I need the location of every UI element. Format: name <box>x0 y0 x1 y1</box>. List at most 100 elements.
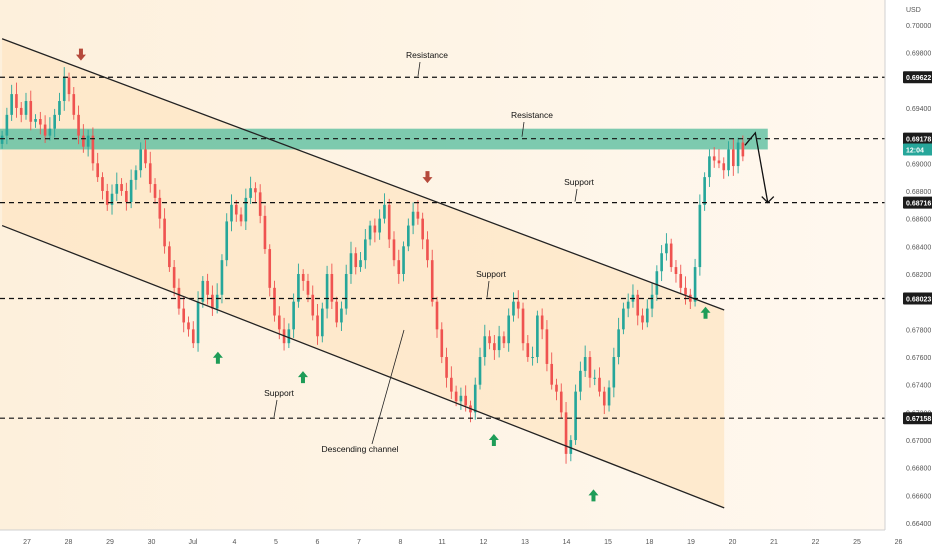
candle <box>502 336 506 344</box>
descending-channel-area <box>2 38 725 508</box>
candle <box>459 395 463 402</box>
zone-price-tag <box>903 132 932 145</box>
x-tick-label: 7 <box>357 539 361 546</box>
x-tick-label: 11 <box>438 539 445 546</box>
candle <box>110 193 114 205</box>
candle <box>488 336 491 344</box>
candle <box>392 239 396 261</box>
x-tick-label: 13 <box>521 539 529 546</box>
y-tick-label: 0.67800 <box>906 327 931 334</box>
candle <box>440 329 444 358</box>
x-tick-label: 15 <box>604 539 612 546</box>
channel-lower-line <box>1 224 725 509</box>
candle <box>168 246 171 268</box>
candle <box>19 107 23 115</box>
x-tick-label: 12 <box>480 539 488 546</box>
candle <box>512 301 515 316</box>
x-tick-label: 29 <box>106 539 114 546</box>
candle <box>187 322 190 330</box>
candle <box>626 301 630 309</box>
candle <box>158 197 162 219</box>
candle <box>712 156 716 161</box>
candle <box>297 273 300 302</box>
candle <box>354 253 358 268</box>
candle <box>277 315 281 330</box>
candle <box>669 243 673 268</box>
down-arrow-icon <box>422 171 433 184</box>
countdown-tag <box>903 143 932 156</box>
x-tick-label: 27 <box>23 539 31 546</box>
candle <box>53 114 56 129</box>
candle <box>364 239 367 261</box>
candle <box>325 273 329 309</box>
candle <box>722 163 726 171</box>
candle <box>545 329 549 364</box>
candle <box>163 218 166 247</box>
candle <box>139 149 143 171</box>
candle <box>287 329 291 344</box>
candle <box>144 149 147 164</box>
candle <box>473 384 477 413</box>
candle <box>559 391 563 413</box>
candle <box>741 142 745 157</box>
y-tick-label: 0.69400 <box>906 106 931 113</box>
candle <box>583 357 587 371</box>
up-arrow-icon <box>488 434 499 447</box>
zone-label-resistance-pointer <box>521 121 525 137</box>
candle <box>612 357 616 388</box>
x-tick-label: 25 <box>853 539 861 546</box>
x-tick-label: 22 <box>812 539 820 546</box>
y-tick-label: 0.66800 <box>906 466 931 473</box>
y-tick-label: 0.69000 <box>906 161 931 168</box>
candle <box>62 77 66 102</box>
level-label-resistance: Resistance <box>406 50 448 60</box>
candle <box>273 287 276 316</box>
x-tick-label: 5 <box>274 539 278 546</box>
candle <box>679 273 683 288</box>
projection-path <box>744 131 769 203</box>
candle <box>531 357 534 359</box>
candle <box>148 163 152 185</box>
candle <box>292 301 295 330</box>
candle <box>39 119 42 125</box>
candle <box>416 211 420 219</box>
candle <box>191 329 195 344</box>
candle <box>96 163 99 178</box>
candle <box>564 412 568 454</box>
candle <box>320 308 324 337</box>
candle <box>268 249 272 288</box>
candle <box>77 114 80 136</box>
candle <box>688 294 692 302</box>
level-price-tag <box>903 412 932 425</box>
y-tick-label: 0.66400 <box>906 521 931 528</box>
level-price-tag-text: 0.69622 <box>906 75 931 82</box>
y-tick-label: 0.70000 <box>906 23 931 30</box>
x-tick-label: 4 <box>233 539 237 546</box>
candle <box>215 294 219 309</box>
channel-label-pointer <box>371 329 405 445</box>
y-tick-label: 0.68800 <box>906 189 931 196</box>
candle <box>536 315 539 358</box>
up-arrow-icon <box>700 306 711 319</box>
x-tick-label: 26 <box>895 539 903 546</box>
up-arrow-icon <box>588 489 599 502</box>
candle <box>526 343 530 358</box>
candle <box>445 357 448 378</box>
candle <box>105 190 109 205</box>
x-tick-label: 19 <box>687 539 695 546</box>
candle <box>579 370 582 392</box>
candle <box>24 101 28 115</box>
candle <box>115 184 119 194</box>
candle <box>67 77 71 95</box>
up-arrow-icon <box>297 371 308 384</box>
candle <box>177 287 181 309</box>
candle <box>48 128 52 136</box>
candle <box>234 204 238 215</box>
candle <box>349 253 353 274</box>
level-label-resistance-pointer <box>417 61 421 77</box>
candle <box>340 308 343 323</box>
candle <box>29 101 33 122</box>
candle <box>387 204 391 240</box>
